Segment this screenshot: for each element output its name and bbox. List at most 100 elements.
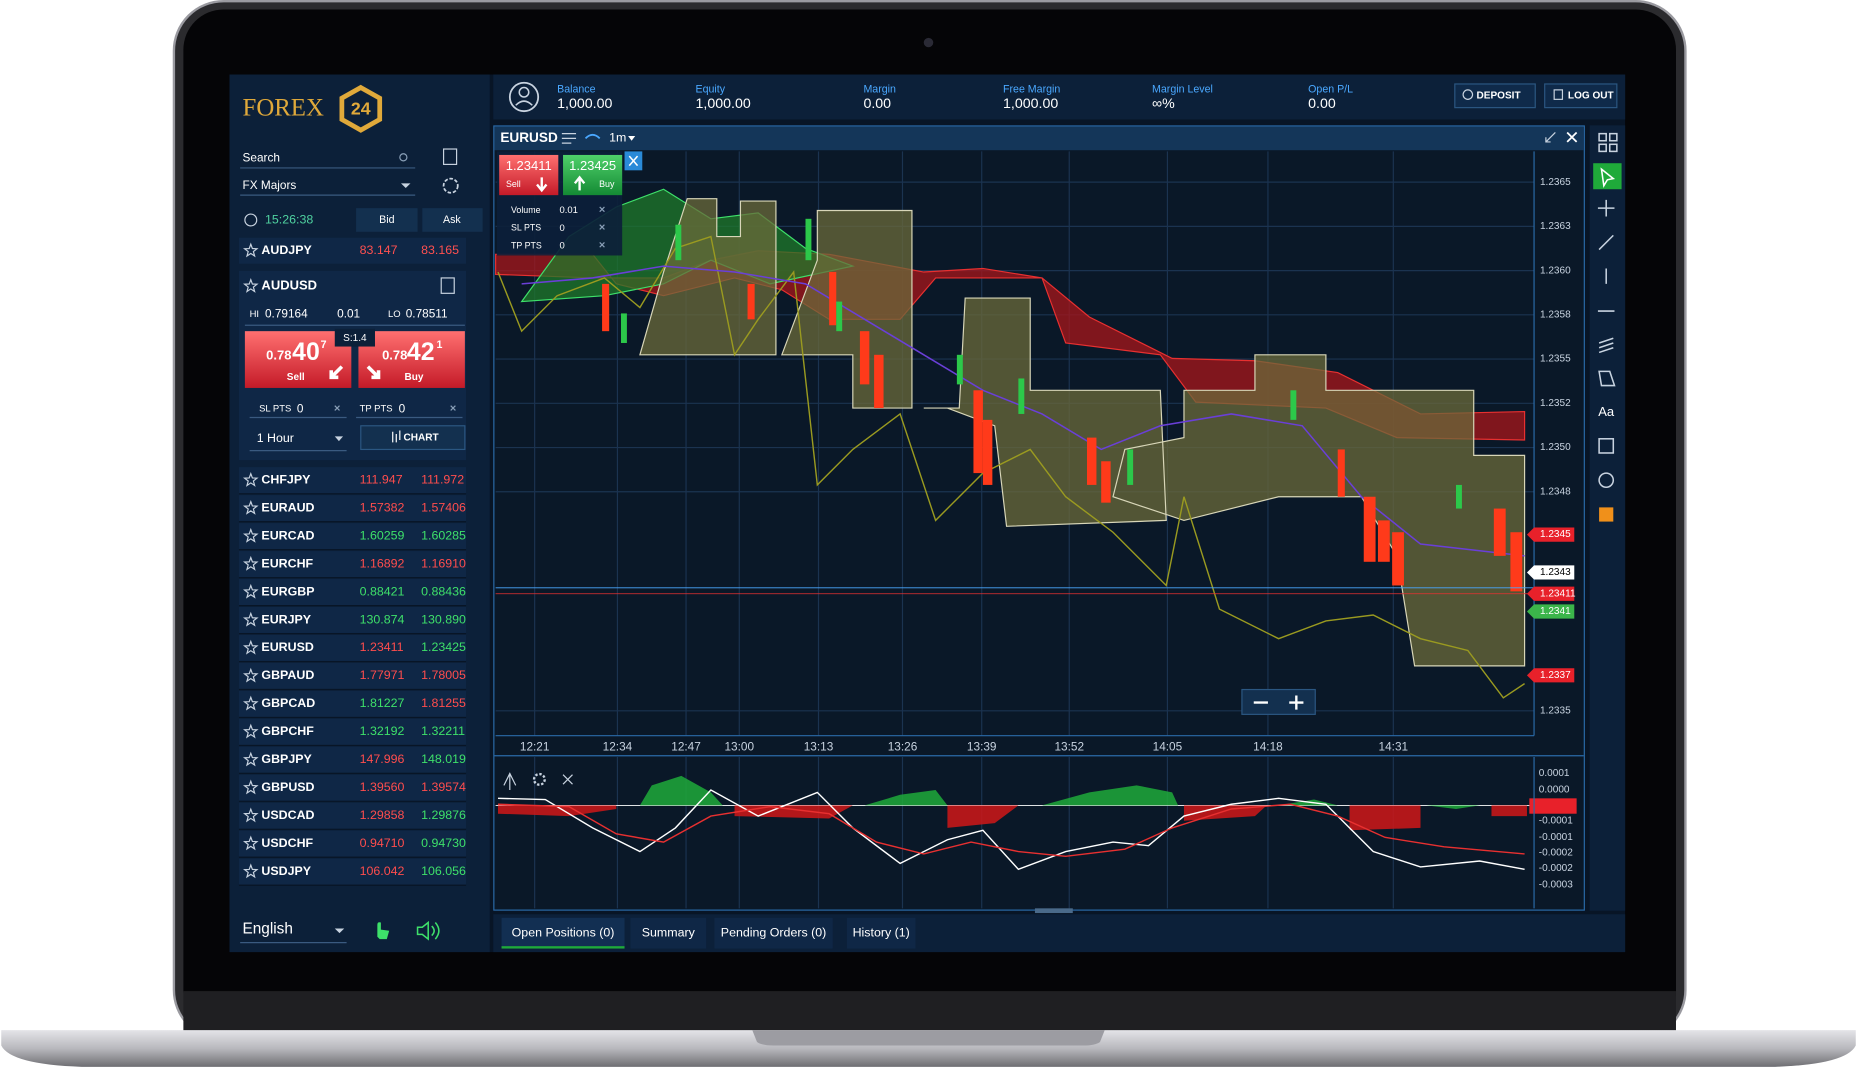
resize-handle[interactable] — [1034, 908, 1073, 914]
ask-price: 106.056 — [421, 864, 466, 878]
row-bg[interactable] — [238, 467, 467, 494]
tp-value[interactable]: 0 — [399, 401, 406, 415]
crosshair-tool[interactable] — [1597, 199, 1615, 217]
row-bg[interactable] — [238, 523, 467, 550]
favorite-star[interactable] — [242, 779, 259, 795]
layout-tool[interactable] — [1598, 132, 1607, 142]
row-bg[interactable] — [238, 606, 467, 633]
zoom-in[interactable] — [1289, 695, 1304, 710]
layout-tool[interactable] — [1608, 132, 1618, 142]
close-icon[interactable] — [1566, 131, 1578, 143]
settings-icon[interactable] — [442, 177, 459, 194]
collapse-icon[interactable] — [1545, 132, 1556, 143]
sl-value[interactable]: 0 — [297, 401, 304, 415]
fib-tool[interactable] — [1598, 337, 1614, 354]
favorite-star[interactable] — [242, 807, 259, 823]
sl-label: SL PTS — [511, 223, 541, 233]
favorite-star[interactable] — [242, 278, 259, 293]
shape-tool[interactable] — [1598, 370, 1616, 387]
clear-icons[interactable] — [599, 206, 605, 248]
buy-button[interactable] — [563, 154, 623, 196]
favorite-star[interactable] — [242, 863, 259, 879]
row-bg[interactable] — [238, 634, 467, 661]
price-marker-label: 1.2337 — [1540, 670, 1571, 681]
row-bg[interactable] — [238, 495, 467, 522]
pointer-tool[interactable] — [1593, 163, 1622, 190]
layout-tool[interactable] — [1608, 143, 1618, 153]
user-icon[interactable] — [508, 81, 540, 113]
favorite-star[interactable] — [242, 555, 259, 571]
indicator-icon[interactable] — [584, 133, 601, 140]
row-bg[interactable] — [238, 774, 467, 801]
sound-icon[interactable] — [416, 920, 440, 941]
trendline-tool[interactable] — [1598, 234, 1614, 251]
chart-button[interactable] — [360, 425, 466, 451]
doc-icon[interactable] — [442, 148, 458, 165]
group-select[interactable]: FX Majors — [243, 178, 297, 192]
price-marker — [1526, 586, 1575, 601]
account-value: 0.00 — [863, 96, 891, 112]
text-tool[interactable]: Aa — [1598, 404, 1615, 419]
settings-icon[interactable] — [532, 772, 546, 786]
tp-value[interactable]: 0 — [559, 241, 564, 252]
row-bg[interactable] — [238, 718, 467, 745]
sell-button[interactable] — [499, 154, 559, 196]
move-icon[interactable] — [503, 772, 517, 791]
row-bg[interactable] — [238, 830, 467, 857]
favorite-star[interactable] — [242, 583, 259, 599]
row-bg[interactable] — [238, 551, 467, 578]
oscillator-label: 0.0000 — [1539, 785, 1570, 796]
clear-icon[interactable] — [334, 405, 340, 411]
logo-hex — [339, 84, 383, 133]
deposit-button[interactable] — [1454, 83, 1536, 109]
touch-icon[interactable] — [377, 922, 390, 940]
search-icon — [399, 153, 408, 162]
row-bg[interactable] — [238, 802, 467, 829]
clear-icon[interactable] — [450, 405, 456, 411]
ask-header[interactable] — [422, 208, 483, 232]
favorite-star[interactable] — [242, 667, 259, 683]
favorite-star[interactable] — [242, 835, 259, 851]
row-bg[interactable] — [238, 237, 467, 264]
favorite-star[interactable] — [242, 499, 259, 515]
language-select[interactable]: English — [243, 921, 293, 938]
clock-icon — [244, 213, 258, 227]
sl-value[interactable]: 0 — [559, 223, 564, 234]
interval-select[interactable]: 1m — [609, 131, 626, 145]
row-bg[interactable] — [238, 858, 467, 885]
tab-label: Pending Orders (0) — [721, 925, 827, 939]
rectangle-tool[interactable] — [1598, 438, 1615, 454]
account-label: Balance — [557, 84, 595, 96]
search-label[interactable]: Search — [243, 151, 280, 165]
tab[interactable] — [846, 917, 916, 949]
circle-tool[interactable] — [1598, 472, 1615, 489]
color-tool[interactable] — [1599, 507, 1614, 522]
bid-header[interactable] — [356, 208, 418, 232]
row-bg[interactable] — [238, 690, 467, 717]
favorite-star[interactable] — [242, 527, 259, 543]
pointer-icon — [1600, 167, 1616, 188]
favorite-star[interactable] — [242, 242, 259, 258]
volume-value[interactable]: 0.01 — [559, 205, 577, 216]
spread: S:1.4 — [343, 333, 367, 344]
tab[interactable] — [501, 917, 625, 949]
row-bg[interactable] — [238, 579, 467, 606]
close-icon[interactable] — [562, 774, 573, 785]
favorite-star[interactable] — [242, 611, 259, 627]
menu-icon[interactable] — [561, 133, 577, 144]
row-bg[interactable] — [238, 662, 467, 689]
favorite-star[interactable] — [242, 723, 259, 739]
favorite-star[interactable] — [242, 639, 259, 655]
doc-icon[interactable] — [440, 277, 455, 294]
favorite-star[interactable] — [242, 695, 259, 711]
row-bg[interactable] — [238, 746, 467, 773]
tab[interactable] — [714, 917, 833, 949]
bid-price: 1.23411 — [360, 640, 404, 654]
chart-header — [494, 126, 1584, 151]
favorite-star[interactable] — [242, 471, 259, 487]
favorite-star[interactable] — [242, 751, 259, 767]
layout-tool[interactable] — [1598, 143, 1607, 153]
tab[interactable] — [630, 917, 707, 949]
tabs: Open Positions (0) Summary Pending Orders … — [501, 917, 916, 949]
timeframe-select[interactable]: 1 Hour — [257, 431, 294, 445]
